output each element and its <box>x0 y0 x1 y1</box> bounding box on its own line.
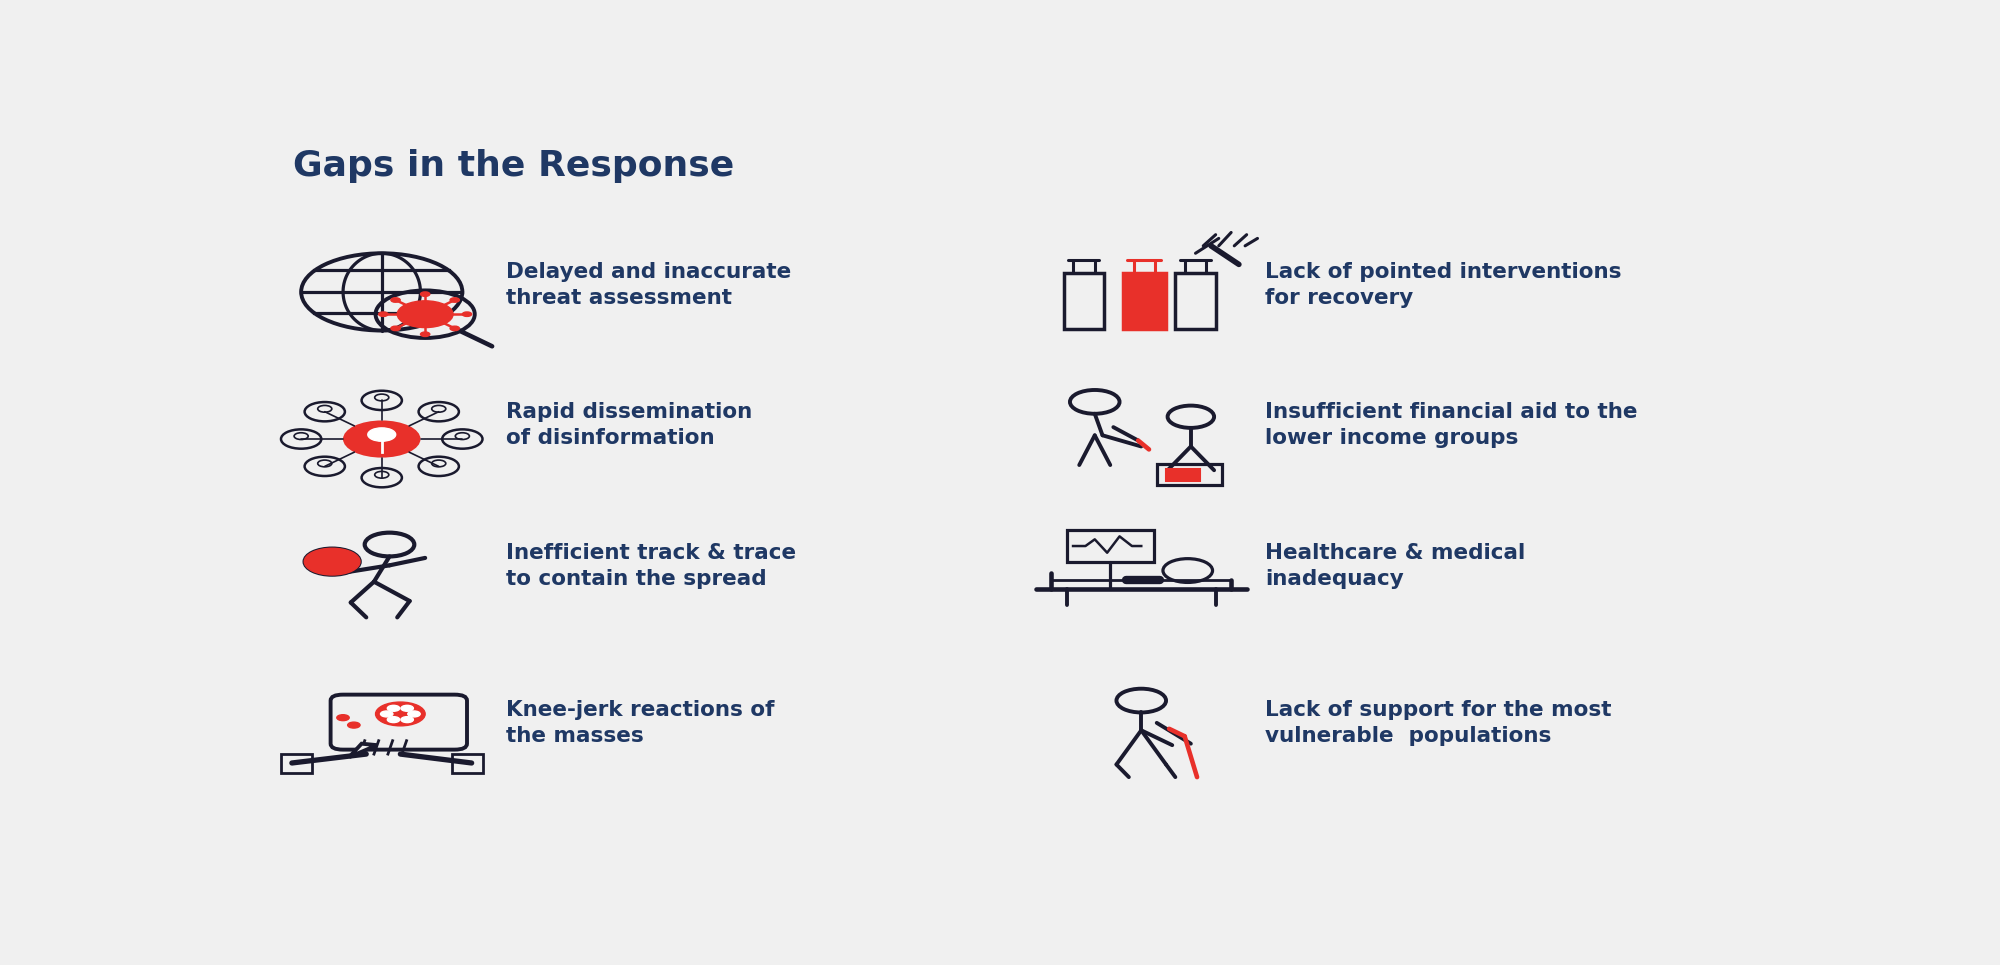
Circle shape <box>304 548 360 575</box>
Circle shape <box>388 717 400 723</box>
Text: threat assessment: threat assessment <box>506 288 732 308</box>
Circle shape <box>368 427 396 441</box>
Text: lower income groups: lower income groups <box>1266 427 1518 448</box>
Circle shape <box>408 711 420 717</box>
Circle shape <box>390 298 400 302</box>
Circle shape <box>388 705 400 711</box>
Circle shape <box>380 711 392 717</box>
Text: Gaps in the Response: Gaps in the Response <box>294 150 734 183</box>
Circle shape <box>398 301 454 327</box>
Text: Lack of pointed interventions: Lack of pointed interventions <box>1266 262 1622 282</box>
Circle shape <box>378 312 388 317</box>
Circle shape <box>376 703 426 726</box>
Circle shape <box>344 421 420 457</box>
Circle shape <box>390 326 400 331</box>
Text: inadequacy: inadequacy <box>1266 568 1404 589</box>
Text: Rapid dissemination: Rapid dissemination <box>506 401 752 422</box>
Circle shape <box>400 705 414 711</box>
Circle shape <box>462 312 472 317</box>
Circle shape <box>420 332 430 337</box>
Polygon shape <box>350 744 378 758</box>
Circle shape <box>450 298 460 302</box>
Text: the masses: the masses <box>506 727 644 746</box>
Circle shape <box>336 715 350 721</box>
FancyBboxPatch shape <box>1122 273 1166 329</box>
Text: Insufficient financial aid to the: Insufficient financial aid to the <box>1266 401 1638 422</box>
Circle shape <box>400 717 414 723</box>
Text: Delayed and inaccurate: Delayed and inaccurate <box>506 262 792 282</box>
Text: Knee-jerk reactions of: Knee-jerk reactions of <box>506 701 774 720</box>
Text: of disinformation: of disinformation <box>506 427 714 448</box>
Text: vulnerable  populations: vulnerable populations <box>1266 727 1552 746</box>
FancyBboxPatch shape <box>1166 469 1200 481</box>
Circle shape <box>450 326 460 331</box>
Text: Inefficient track & trace: Inefficient track & trace <box>506 542 796 563</box>
Text: Lack of support for the most: Lack of support for the most <box>1266 701 1612 720</box>
Text: for recovery: for recovery <box>1266 288 1414 308</box>
Circle shape <box>420 291 430 296</box>
Circle shape <box>348 722 360 728</box>
Text: Healthcare & medical: Healthcare & medical <box>1266 542 1526 563</box>
Text: to contain the spread: to contain the spread <box>506 568 766 589</box>
